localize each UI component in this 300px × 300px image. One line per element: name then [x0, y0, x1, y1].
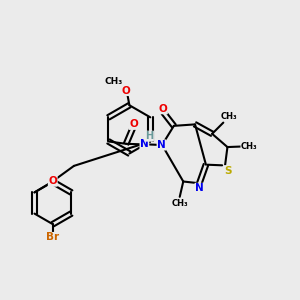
Text: N: N	[195, 183, 204, 193]
Text: N: N	[140, 140, 149, 149]
Text: O: O	[122, 85, 130, 95]
Text: CH₃: CH₃	[104, 77, 123, 86]
Text: O: O	[129, 119, 138, 129]
Text: O: O	[159, 104, 167, 114]
Text: Br: Br	[46, 232, 59, 242]
Text: CH₃: CH₃	[171, 199, 188, 208]
Text: S: S	[224, 166, 232, 176]
Text: O: O	[48, 176, 57, 186]
Text: H: H	[145, 131, 154, 141]
Text: CH₃: CH₃	[220, 112, 237, 121]
Text: CH₃: CH₃	[241, 142, 257, 151]
Text: N: N	[157, 140, 166, 150]
